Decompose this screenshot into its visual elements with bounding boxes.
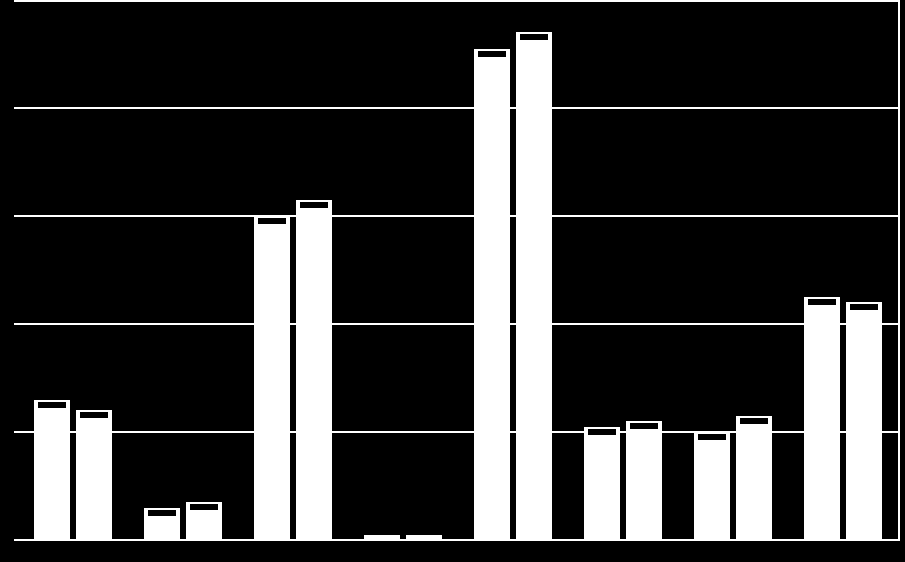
bar [406, 535, 442, 540]
bar-top-accent [80, 412, 108, 418]
bar-top-accent [38, 402, 66, 408]
plot-border-right [898, 0, 900, 540]
bar-top-accent [520, 34, 548, 40]
bar [846, 302, 882, 540]
bar [516, 32, 552, 540]
bar-top-accent [258, 218, 286, 224]
bar [186, 502, 222, 540]
bar [34, 400, 70, 540]
gridline [14, 0, 900, 1]
bar [254, 216, 290, 540]
gridline [14, 215, 900, 217]
bar [584, 427, 620, 540]
gridline [14, 107, 900, 109]
gridline [14, 323, 900, 325]
bar [694, 432, 730, 540]
bar-top-accent [630, 423, 658, 429]
bar [144, 508, 180, 540]
bar-top-accent [300, 202, 328, 208]
bar [364, 535, 400, 540]
bar-top-accent [588, 429, 616, 435]
bar [76, 410, 112, 540]
bar-top-accent [740, 418, 768, 424]
bar-top-accent [698, 434, 726, 440]
bar-top-accent [478, 51, 506, 57]
bar [626, 421, 662, 540]
bar-top-accent [190, 504, 218, 510]
bar-top-accent [148, 510, 176, 516]
bar-top-accent [850, 304, 878, 310]
bar [474, 49, 510, 540]
chart-plot-area [14, 0, 900, 540]
bar [296, 200, 332, 540]
bar [804, 297, 840, 540]
bar-top-accent [808, 299, 836, 305]
bar [736, 416, 772, 540]
